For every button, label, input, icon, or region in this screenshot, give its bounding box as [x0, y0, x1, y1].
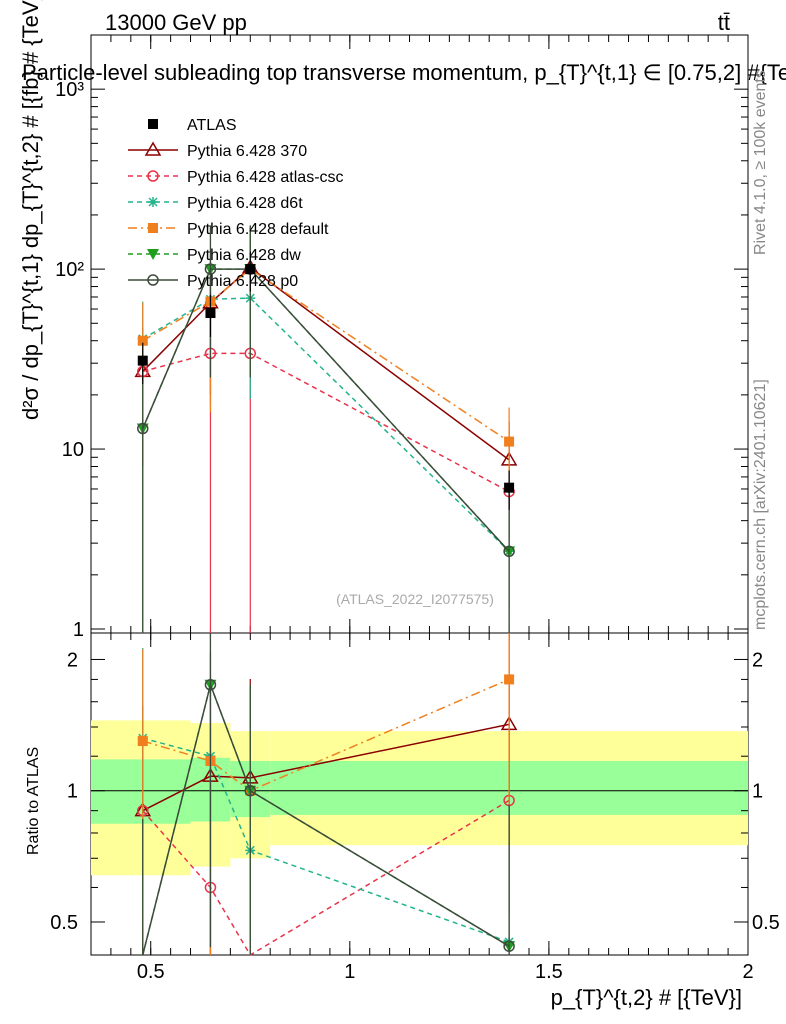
- process-label: tt̄: [718, 10, 730, 35]
- legend-item: Pythia 6.428 dw: [128, 247, 301, 264]
- legend: ATLAS Pythia 6.428 370 Pythia 6.428 atlas-…: [128, 117, 344, 290]
- y-axis-label-main: d²σ / dp_{T}^{t,1} dp_{T}^{t,2} # [{fb} …: [18, 0, 43, 420]
- series-main-0: [137, 251, 515, 510]
- ratio-tick-label: 2: [67, 649, 78, 671]
- y-tick-label: 1: [73, 619, 84, 641]
- series-main-6: [137, 225, 515, 633]
- y-axis-label-ratio: Ratio to ATLAS: [25, 747, 42, 855]
- series-main-4: [137, 227, 515, 504]
- legend-item: Pythia 6.428 atlas-csc: [128, 169, 344, 186]
- y-tick-label: 10: [62, 439, 84, 461]
- rivet-version: Rivet 4.1.0, ≥ 100k events: [752, 70, 769, 255]
- x-tick-label: 0.5: [137, 961, 165, 983]
- ratio-point: [137, 736, 148, 747]
- series-line: [142, 352, 510, 493]
- series-main-2: [137, 287, 515, 633]
- ratio-line: [142, 737, 510, 943]
- ratio-tick-label: 0.5: [50, 912, 78, 934]
- analysis-ref: (ATLAS_2022_I2077575): [336, 591, 494, 607]
- x-tick-label: 1: [344, 961, 355, 983]
- series-main-3: [137, 255, 515, 633]
- data-point: [504, 436, 515, 447]
- series-line: [142, 266, 510, 461]
- legend-marker: [144, 141, 162, 156]
- legend-label: Pythia 6.428 atlas-csc: [187, 169, 344, 186]
- data-point: [137, 355, 148, 366]
- series-line: [142, 268, 510, 552]
- y-tick-label: 10³: [55, 79, 84, 101]
- legend-label: ATLAS: [187, 117, 237, 134]
- band-inner: [91, 759, 191, 824]
- legend-label: Pythia 6.428 default: [187, 221, 329, 238]
- data-point: [205, 308, 216, 319]
- ratio-point: [244, 784, 257, 797]
- x-axis-label: p_{T}^{t,2} # [{TeV}]: [551, 985, 742, 1010]
- ratio-point: [504, 674, 515, 685]
- data-point: [137, 422, 149, 435]
- main-series: [134, 225, 518, 633]
- legend-marker: [147, 170, 159, 182]
- legend-marker: [147, 249, 159, 260]
- legend-label: Pythia 6.428 d6t: [187, 195, 303, 212]
- legend-item: Pythia 6.428 370: [128, 141, 307, 160]
- ratio-line: [142, 682, 510, 956]
- ratio-tick-label-right: 2: [752, 649, 763, 671]
- legend-marker: [148, 119, 158, 129]
- x-tick-label: 1.5: [535, 961, 563, 983]
- ratio-line: [142, 723, 510, 812]
- legend-label: Pythia 6.428 p0: [187, 273, 298, 290]
- legend-item: ATLAS: [148, 117, 237, 134]
- legend-marker: [147, 274, 159, 286]
- ratio-tick-label-right: 0.5: [752, 912, 780, 934]
- series-ratio-6: [142, 633, 515, 956]
- series-line: [142, 297, 510, 552]
- legend-label: Pythia 6.428 dw: [187, 247, 301, 264]
- series-line: [142, 268, 510, 443]
- series-line: [142, 268, 510, 552]
- data-point: [204, 263, 217, 275]
- axis-ticks: 0.5 1 1.5 2 1 10 10² 10³ 0.5 0.5 1 1 2 2: [50, 34, 780, 983]
- data-point: [245, 264, 256, 275]
- legend-item: Pythia 6.428 default: [128, 221, 329, 238]
- ratio-line: [142, 678, 510, 792]
- ratio-point: [503, 940, 515, 952]
- legend-item: Pythia 6.428 d6t: [128, 195, 303, 212]
- ratio-tick-label: 1: [67, 781, 78, 803]
- legend-label: Pythia 6.428 370: [187, 143, 307, 160]
- data-point: [503, 545, 515, 558]
- y-tick-label: 10²: [55, 259, 84, 281]
- x-tick-label: 2: [742, 961, 753, 983]
- mcplots-ref: mcplots.cern.ch [arXiv:2401.10621]: [752, 379, 769, 630]
- plot-title: Particle-level subleading top transverse…: [22, 60, 786, 85]
- ratio-point: [204, 679, 217, 691]
- legend-marker: [148, 223, 158, 233]
- ratio-series: [134, 633, 518, 957]
- ratio-tick-label-right: 1: [752, 781, 763, 803]
- data-point: [504, 482, 515, 493]
- legend-marker: [148, 197, 158, 207]
- data-point: [137, 335, 148, 346]
- energy-label: 13000 GeV pp: [105, 10, 247, 35]
- legend-item: Pythia 6.428 p0: [128, 273, 298, 290]
